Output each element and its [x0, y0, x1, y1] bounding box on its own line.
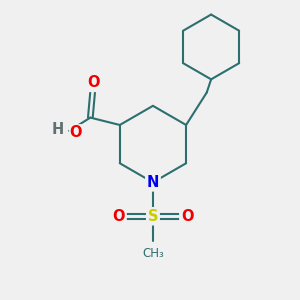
Text: S: S [148, 209, 158, 224]
Text: CH₃: CH₃ [142, 247, 164, 260]
Text: O: O [112, 209, 125, 224]
Text: H: H [52, 122, 64, 137]
Text: O: O [87, 75, 100, 90]
Text: N: N [147, 175, 159, 190]
Text: O: O [181, 209, 194, 224]
Text: O: O [70, 125, 82, 140]
